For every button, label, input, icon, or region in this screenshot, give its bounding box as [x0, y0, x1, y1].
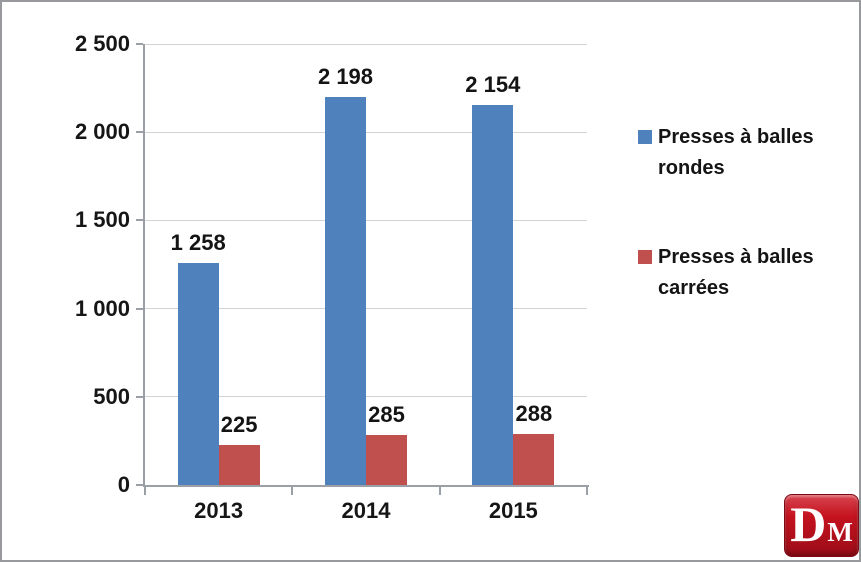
x-axis-category-label: 2014 [341, 498, 391, 523]
y-axis-tick [136, 484, 143, 486]
legend-label-carrees: Presses à balles carrées [658, 246, 814, 299]
legend-entry-carrees: Presses à balles carrées [638, 242, 848, 304]
legend-entry-rondes: Presses à balles rondes [638, 122, 848, 184]
y-axis-tick [136, 131, 143, 134]
x-axis-category-label: 2013 [194, 498, 244, 523]
gridline [145, 43, 587, 45]
logo-letter-d: D [790, 496, 827, 552]
bar-value-label: 2 154 [465, 72, 521, 98]
x-axis-tick [144, 485, 146, 495]
y-axis-tick [136, 395, 143, 398]
y-axis-tick-label: 2 000 [74, 119, 130, 145]
x-axis-tick [438, 485, 441, 495]
x-axis-line [143, 485, 589, 487]
dm-logo: D M [784, 494, 859, 557]
y-axis-tick-label: 0 [117, 472, 130, 497]
logo-letter-m: M [827, 517, 853, 547]
y-axis-tick [136, 307, 143, 310]
bar-rondes-2013 [177, 263, 219, 485]
x-axis-tick [586, 485, 588, 495]
y-axis-tick-label: 500 [93, 383, 130, 409]
bar-value-label: 285 [368, 401, 405, 427]
bar-carrees-2013 [218, 445, 260, 485]
y-axis-line [143, 44, 145, 487]
legend-swatch-blue-icon [638, 130, 652, 144]
gridline [145, 308, 587, 310]
gridline [145, 131, 587, 133]
x-axis-tick [291, 485, 294, 495]
bar-value-label: 1 258 [170, 230, 226, 256]
y-axis-tick [136, 43, 143, 45]
y-axis-tick-label: 2 500 [74, 31, 130, 56]
gridline [145, 219, 587, 221]
legend-swatch-red-icon [638, 250, 652, 264]
y-axis-tick [136, 219, 143, 222]
bar-value-label: 225 [220, 412, 258, 438]
bar-value-label: 288 [515, 401, 553, 427]
y-axis-tick-label: 1 500 [74, 207, 130, 233]
bar-carrees-2014 [366, 434, 407, 485]
gridline [145, 396, 587, 398]
legend: Presses à balles rondes Presses à balles… [638, 122, 848, 304]
bar-rondes-2015 [472, 105, 514, 485]
y-axis-tick-label: 1 000 [74, 295, 130, 321]
bar-carrees-2015 [513, 434, 555, 485]
bar-rondes-2014 [325, 97, 366, 485]
x-axis-category-label: 2015 [488, 498, 538, 523]
plot-area: 1 258 225 2 198 285 2 154 288 [145, 43, 587, 485]
legend-label-rondes: Presses à balles rondes [658, 126, 814, 179]
bar-value-label: 2 198 [317, 64, 374, 90]
